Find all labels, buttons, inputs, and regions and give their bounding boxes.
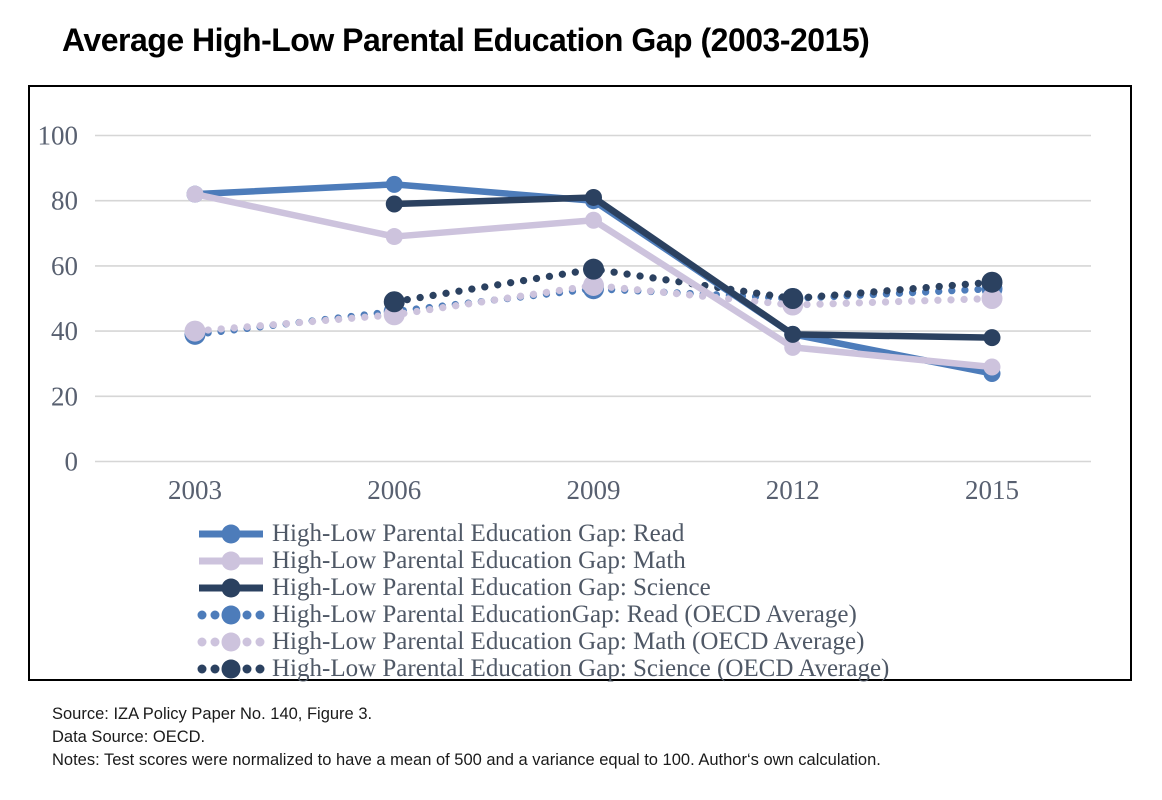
series-math-marker (585, 211, 602, 229)
legend-label-read-oecd: High-Low Parental EducationGap: Read (OE… (272, 601, 857, 628)
y-tick-label-40: 40 (51, 316, 78, 346)
figure-footer: Source: IZA Policy Paper No. 140, Figure… (52, 703, 881, 772)
series-math-oecd-marker (184, 320, 206, 342)
series-science-marker (385, 195, 403, 213)
x-tick-label-2009: 2009 (567, 475, 621, 505)
legend-item-science-oecd: High-Low Parental Education Gap: Science… (196, 655, 889, 682)
legend-item-science: High-Low Parental Education Gap: Science (196, 574, 889, 601)
notes-text: Notes: Test scores were normalized to ha… (52, 751, 881, 769)
x-tick-label-2015: 2015 (965, 475, 1019, 505)
series-science-marker (585, 188, 602, 206)
legend-label-science-oecd: High-Low Parental Education Gap: Science… (272, 655, 890, 682)
series-read-marker (385, 175, 403, 193)
legend-label-science: High-Low Parental Education Gap: Science (272, 574, 711, 601)
data-source-note: Data Source: OECD. (52, 728, 206, 746)
series-math-oecd-line (191, 281, 996, 335)
legend-label-math-oecd: High-Low Parental Education Gap: Math (O… (272, 628, 865, 655)
series-science-oecd-marker (383, 291, 405, 313)
chart-legend: High-Low Parental Education Gap: Read Hig… (196, 520, 889, 682)
y-tick-label-100: 100 (38, 121, 79, 151)
series-science-line (391, 194, 996, 341)
legend-marker-science (199, 578, 263, 597)
legend-marker-read (199, 524, 263, 543)
series-math-oecd-marker (981, 288, 1003, 309)
legend-item-read-oecd: High-Low Parental EducationGap: Read (OE… (196, 601, 889, 628)
x-tick-label-2006: 2006 (367, 475, 421, 505)
legend-label-math: High-Low Parental Education Gap: Math (272, 547, 686, 574)
series-science-marker (784, 325, 802, 343)
legend-item-math-oecd: High-Low Parental Education Gap: Math (O… (196, 628, 889, 655)
legend-marker-math (199, 551, 263, 570)
x-tick-label-2012: 2012 (766, 475, 820, 505)
series-math-marker (186, 185, 204, 203)
series-science-oecd-marker (583, 258, 604, 280)
legend-marker-read-oecd (197, 605, 265, 624)
series-math-marker (385, 228, 403, 246)
series-math-marker (983, 358, 1001, 376)
series-math-oecd-marker (583, 274, 604, 296)
series-science-oecd-marker (782, 288, 804, 309)
y-tick-label-20: 20 (51, 381, 78, 411)
source-note: Source: IZA Policy Paper No. 140, Figure… (52, 705, 373, 723)
legend-marker-math-oecd (197, 632, 265, 651)
y-tick-label-80: 80 (51, 186, 78, 216)
chart-frame (28, 85, 1132, 681)
series-math-marker (784, 338, 802, 356)
legend-label-read: High-Low Parental Education Gap: Read (272, 520, 685, 547)
y-tick-label-60: 60 (51, 251, 78, 281)
legend-marker-science-oecd (197, 659, 265, 678)
series-science-oecd-marker (981, 271, 1003, 293)
x-tick-label-2003: 2003 (168, 475, 222, 505)
series-science-marker (983, 329, 1001, 347)
legend-item-math: High-Low Parental Education Gap: Math (196, 547, 889, 574)
chart-title: Average High-Low Parental Education Gap … (62, 22, 870, 58)
legend-item-read: High-Low Parental Education Gap: Read (196, 520, 889, 547)
y-tick-label-0: 0 (65, 447, 79, 477)
